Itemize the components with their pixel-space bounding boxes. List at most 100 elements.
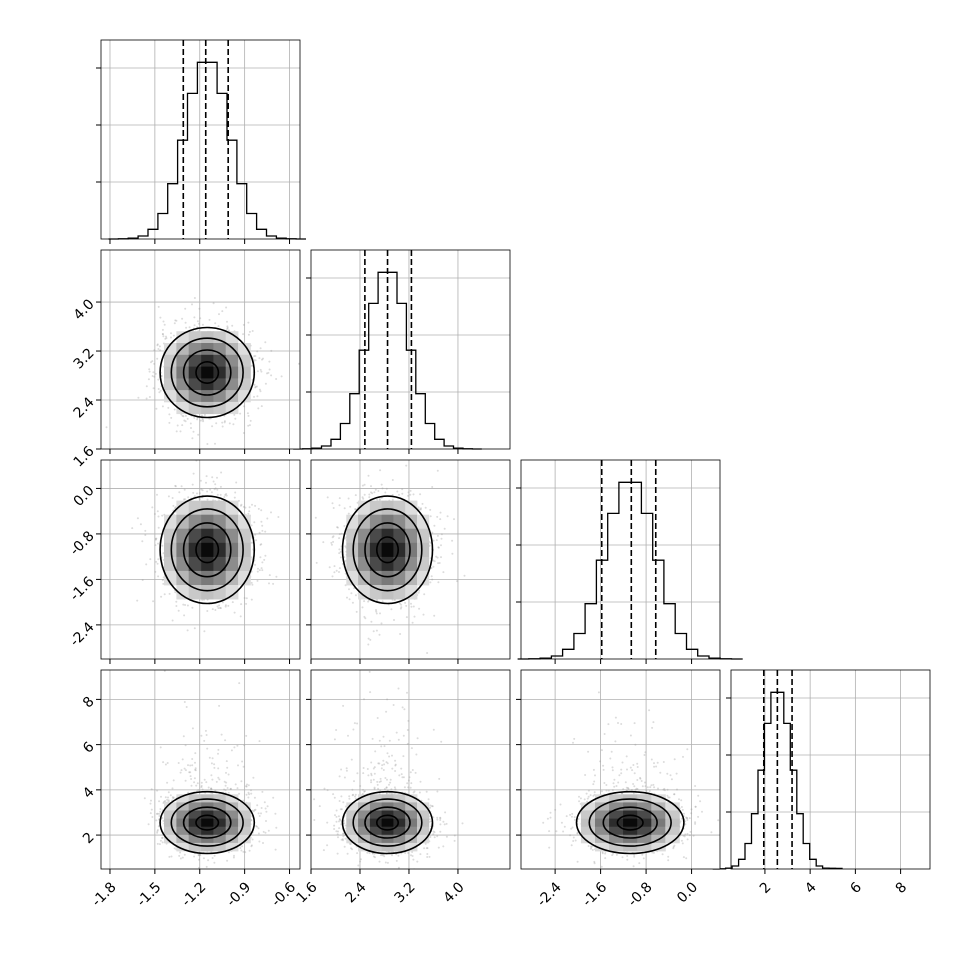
density-cell [238,343,251,356]
sample-point [437,546,440,549]
sample-point [363,483,366,486]
density-cell [346,528,359,544]
sample-point [385,487,388,490]
sample-point [241,760,244,763]
sample-point [165,337,168,340]
sample-point [243,405,246,408]
contour-level-2 [182,522,232,578]
sample-point [203,413,206,416]
sample-point [250,598,253,601]
density-cell [201,390,214,403]
sample-point [247,796,250,799]
sample-point [257,507,260,510]
density-cell [358,542,371,558]
sample-point [354,594,357,597]
sample-point [437,581,440,584]
sample-point [206,490,209,493]
sample-point [157,348,160,350]
contour-level-2 [182,349,232,396]
sample-point [277,516,280,518]
sample-point [186,604,189,607]
sample-point [227,791,230,794]
sample-point [157,542,159,545]
sample-point [361,484,364,487]
sample-point [440,556,442,559]
sample-point [224,494,227,496]
sample-point [170,332,172,335]
sample-point [333,571,336,574]
sample-point [221,310,224,313]
sample-point [338,548,341,551]
density-cell [201,500,214,516]
sample-point [429,515,432,518]
sample-point [419,508,422,511]
sample-point [253,355,256,358]
sample-point [429,541,432,544]
sample-point [247,512,250,515]
sample-point [331,575,334,578]
sample-point [187,496,190,499]
density-cell [238,570,251,586]
sample-point [348,588,350,591]
sample-point [338,537,341,540]
contour-level-1 [352,508,423,592]
sample-point [257,832,260,835]
density-cell [225,366,239,379]
sample-point [354,508,357,511]
density-cell [213,585,227,600]
sample-point [368,493,371,496]
sample-point [191,303,193,306]
panel-content [143,670,278,869]
sample-point [167,796,169,799]
sample-point [161,514,164,517]
sample-point [163,593,166,596]
sample-point [240,503,243,506]
density-cell [381,514,394,530]
sample-point [216,488,219,491]
sample-point [253,796,256,799]
sample-point [431,531,434,534]
density-cell [381,542,394,558]
sample-point [211,608,214,611]
sample-point [192,491,195,494]
scatter-panel-2-0 [100,459,301,660]
density-cell [393,542,406,558]
sample-point [161,841,164,844]
sample-point [216,605,219,608]
sample-point [436,534,439,537]
sample-point [421,502,424,505]
sample-point [192,472,195,475]
sample-point [436,469,439,472]
sample-point [231,324,234,327]
density-cell [346,570,359,586]
density-cell [176,585,190,600]
density-cell [176,514,190,530]
sample-point [264,831,267,834]
sample-point [338,533,341,536]
sample-point [157,305,160,308]
sample-point [202,418,204,421]
sample-point [270,511,272,514]
sample-point [330,543,333,546]
sample-point [156,493,158,496]
sample-point [380,483,383,486]
panel-frame [100,249,301,450]
sample-point [339,556,342,559]
sample-point [225,494,228,497]
sample-point [186,417,189,420]
sample-point [239,615,242,618]
sample-point [181,856,184,859]
sample-point [144,534,147,536]
panel-background [101,40,300,239]
sample-point [217,748,220,751]
sample-point [242,333,245,336]
sample-point [191,483,194,486]
sample-point [259,368,262,371]
sample-point [239,504,242,507]
sample-point [256,350,259,353]
sample-point [393,619,395,621]
sample-point [214,487,217,490]
sample-point [193,316,196,319]
panel-frame [730,669,931,870]
density-cell [201,378,214,391]
